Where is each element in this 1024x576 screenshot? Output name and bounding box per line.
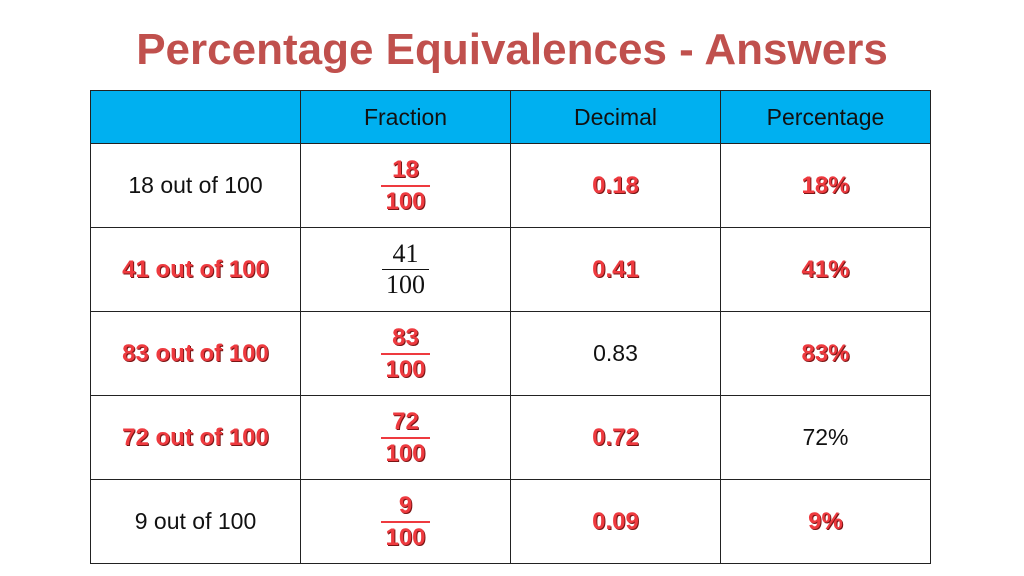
fraction: 18 100 bbox=[381, 155, 430, 217]
title: Percentage Equivalences - Answers bbox=[136, 25, 888, 74]
denominator: 100 bbox=[382, 269, 429, 300]
decimal-cell: 0.72 bbox=[510, 395, 721, 480]
percentage: 41% bbox=[801, 255, 850, 283]
fraction-cell: 9 100 bbox=[300, 479, 511, 564]
fraction: 72 100 bbox=[381, 407, 430, 469]
percentage: 83% bbox=[801, 339, 850, 367]
words: 41 out of 100 bbox=[122, 255, 269, 283]
fraction: 9 100 bbox=[381, 491, 430, 553]
fraction-cell: 18 100 bbox=[300, 143, 511, 228]
numerator: 72 bbox=[392, 407, 419, 435]
words: 72 out of 100 bbox=[122, 423, 269, 451]
decimal-cell: 0.18 bbox=[510, 143, 721, 228]
words: 83 out of 100 bbox=[122, 339, 269, 367]
percentage: 18% bbox=[801, 171, 850, 199]
numerator: 9 bbox=[398, 491, 413, 519]
percentage-cell: 18% bbox=[720, 143, 931, 228]
words-cell: 83 out of 100 bbox=[90, 311, 301, 396]
percentage-cell: 9% bbox=[720, 479, 931, 564]
denominator: 100 bbox=[381, 520, 430, 553]
row: 41 out of 100 41 100 0.41 41% bbox=[90, 227, 931, 312]
numerator: 18 bbox=[392, 155, 419, 183]
fraction-cell: 41 100 bbox=[300, 227, 511, 312]
fraction: 83 100 bbox=[381, 323, 430, 385]
row: 9 out of 100 9 100 0.09 9% bbox=[90, 479, 931, 564]
row: 72 out of 100 72 100 0.72 72% bbox=[90, 395, 931, 480]
percentage-cell: 83% bbox=[720, 311, 931, 396]
percentage: 72% bbox=[720, 395, 931, 480]
decimal-cell: 0.09 bbox=[510, 479, 721, 564]
row: 18 out of 100 18 100 0.18 18% bbox=[90, 143, 931, 228]
decimal-cell: 0.41 bbox=[510, 227, 721, 312]
percentage: 9% bbox=[808, 507, 843, 535]
decimal: 0.83 bbox=[510, 311, 721, 396]
header-cell: Fraction bbox=[300, 90, 511, 144]
words: 9 out of 100 bbox=[90, 479, 301, 564]
denominator: 100 bbox=[381, 184, 430, 217]
percentage-cell: 41% bbox=[720, 227, 931, 312]
header-row: Fraction Decimal Percentage bbox=[90, 90, 931, 144]
header-cell: Percentage bbox=[720, 90, 931, 144]
words-cell: 41 out of 100 bbox=[90, 227, 301, 312]
decimal: 0.72 bbox=[592, 423, 639, 451]
fraction-cell: 72 100 bbox=[300, 395, 511, 480]
denominator: 100 bbox=[381, 352, 430, 385]
header-cell bbox=[90, 90, 301, 144]
header-cell: Decimal bbox=[510, 90, 721, 144]
decimal: 0.18 bbox=[592, 171, 639, 199]
decimal: 0.41 bbox=[592, 255, 639, 283]
denominator: 100 bbox=[381, 436, 430, 469]
numerator: 83 bbox=[392, 323, 419, 351]
fraction: 41 100 bbox=[382, 239, 429, 300]
row: 83 out of 100 83 100 0.83 83% bbox=[90, 311, 931, 396]
equivalence-table: Fraction Decimal Percentage 18 out of 10… bbox=[90, 90, 931, 564]
words: 18 out of 100 bbox=[90, 143, 301, 228]
fraction-cell: 83 100 bbox=[300, 311, 511, 396]
numerator: 41 bbox=[392, 239, 419, 268]
words-cell: 72 out of 100 bbox=[90, 395, 301, 480]
decimal: 0.09 bbox=[592, 507, 639, 535]
